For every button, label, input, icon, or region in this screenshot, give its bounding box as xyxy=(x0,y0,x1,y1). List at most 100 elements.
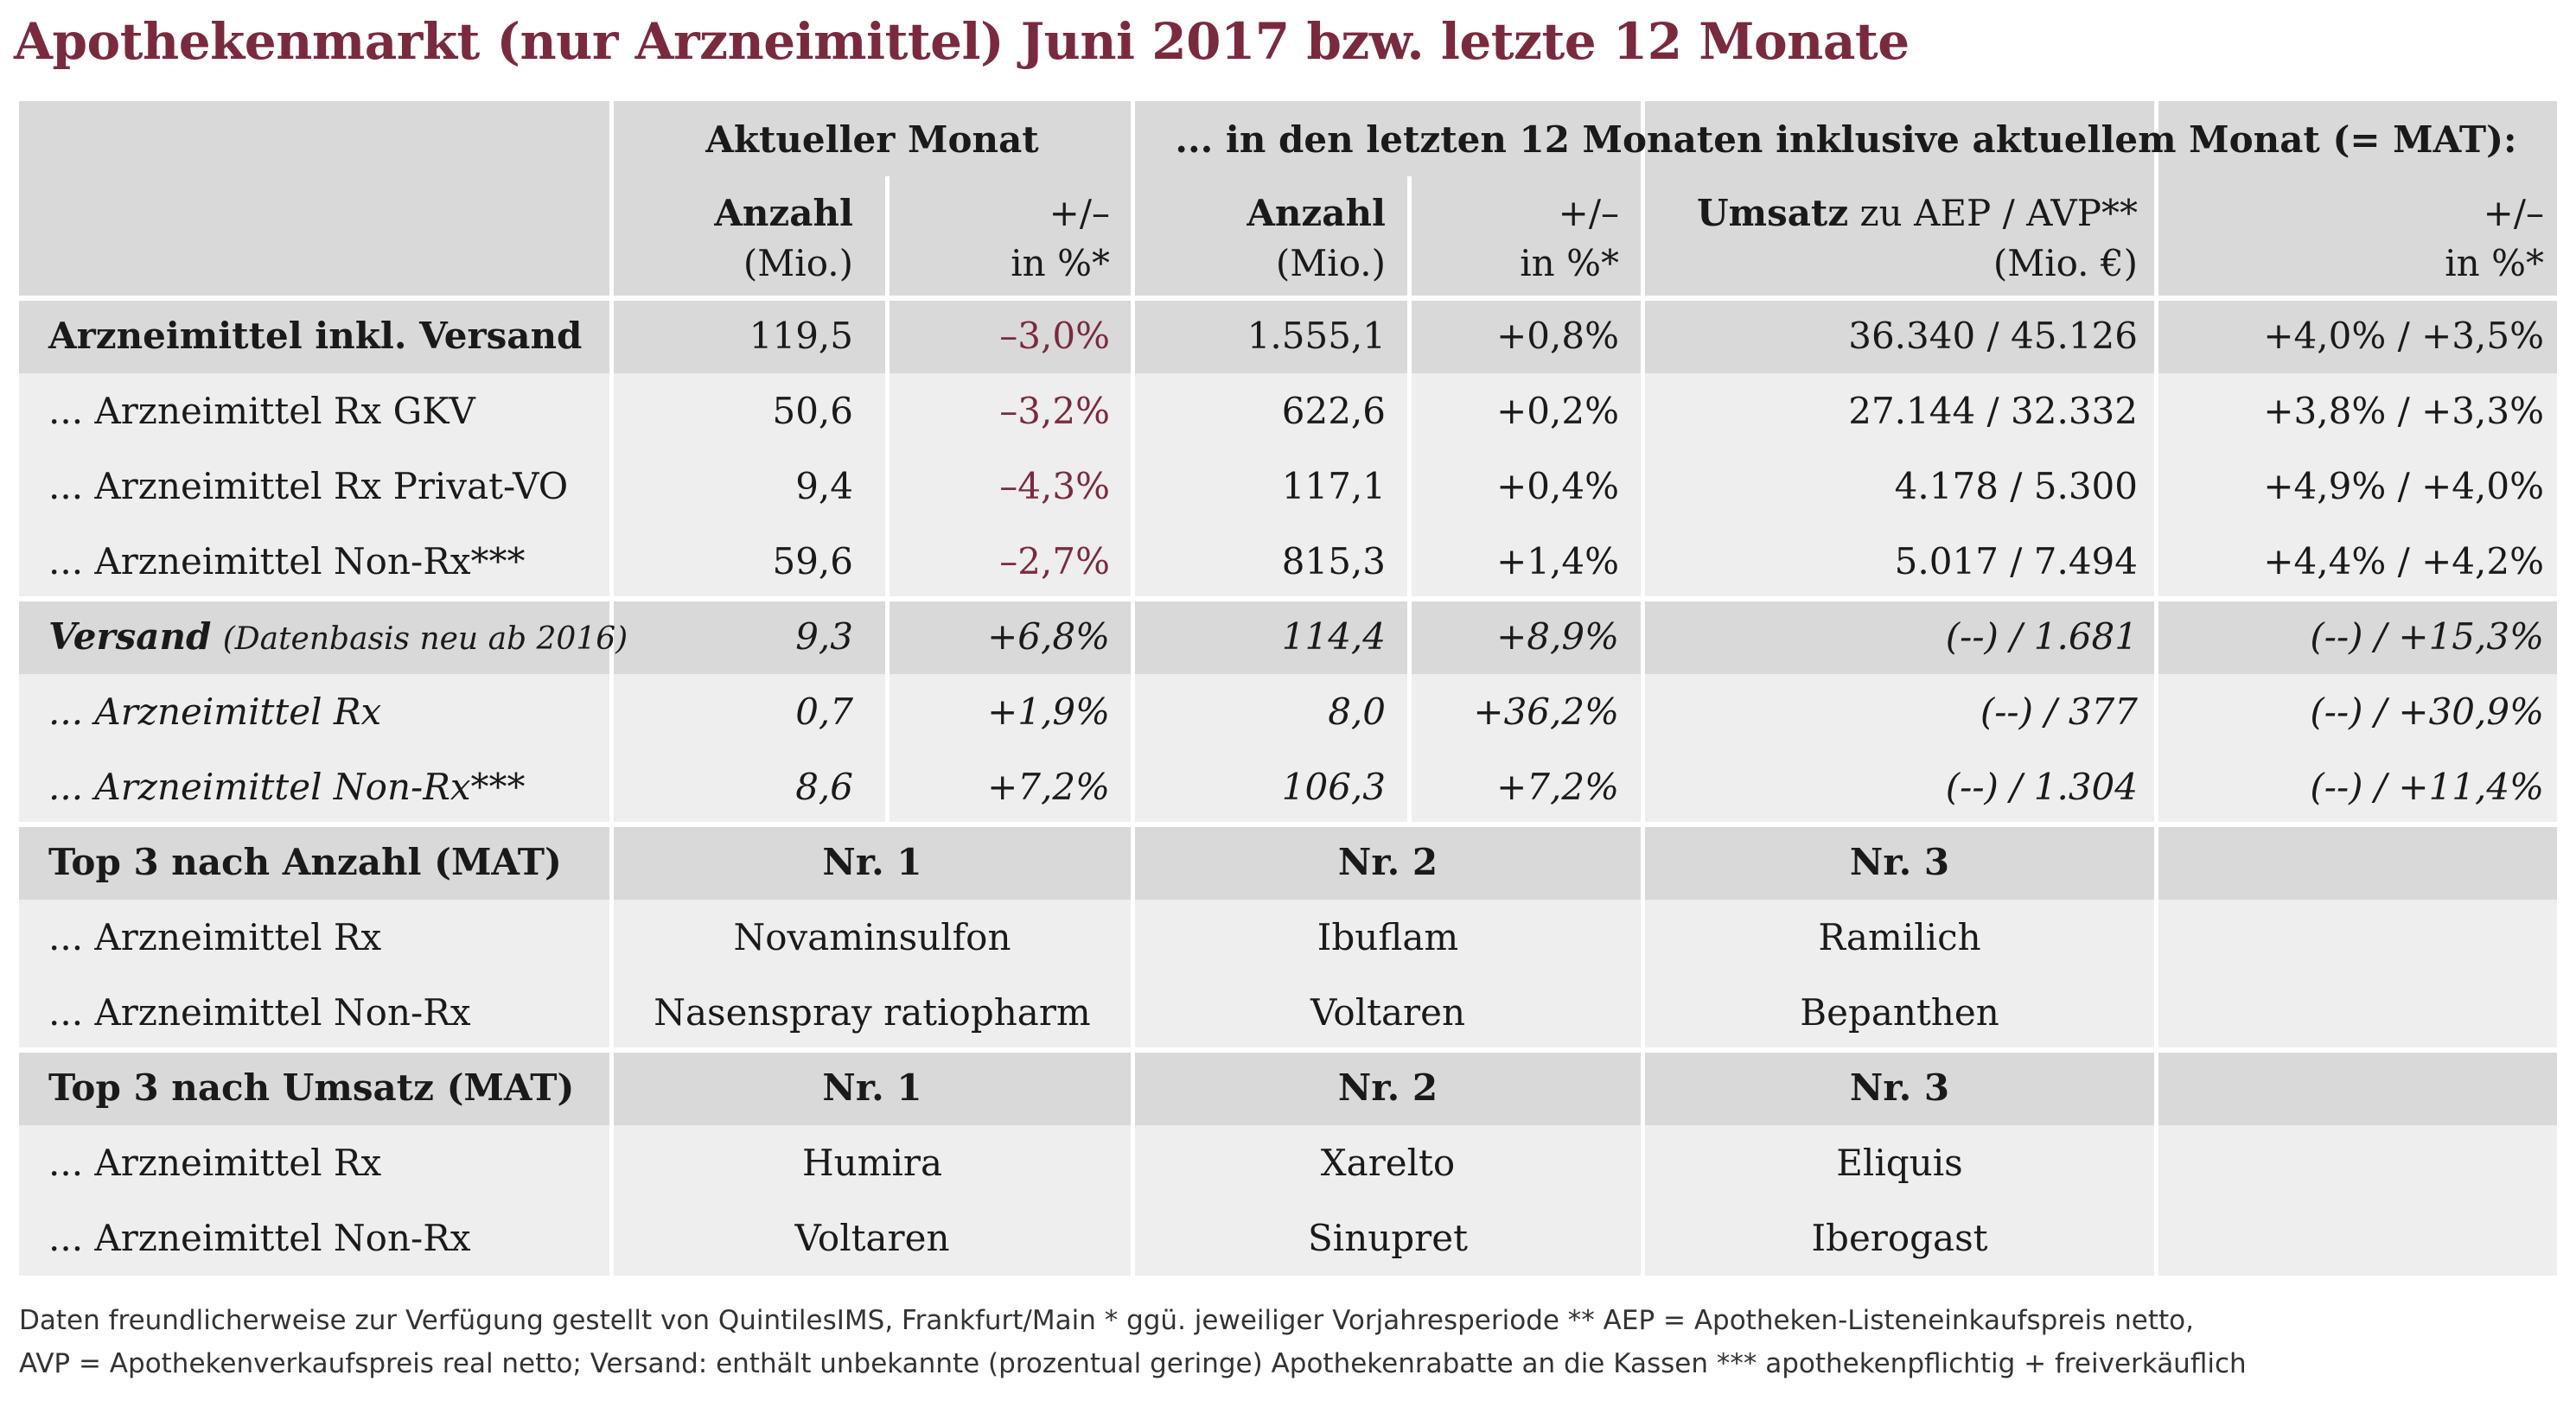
rank-label: Nr. 2 xyxy=(1337,1066,1438,1109)
cell-mat-change: +8,9% xyxy=(1496,615,1619,658)
divider xyxy=(19,822,2557,827)
top-product: Ibuflam xyxy=(1317,916,1459,958)
cell-mat-anzahl: 622,6 xyxy=(1281,390,1386,432)
cell-umsatz-change: +4,0% / +3,5% xyxy=(2263,315,2544,357)
top-product: Humira xyxy=(801,1142,943,1184)
rank-label: Nr. 1 xyxy=(822,841,922,883)
cell-change: –3,2% xyxy=(999,390,1110,432)
footnote: Daten freundlicherweise zur Verfügung ge… xyxy=(19,1305,2194,1336)
cell-mat-change: +7,2% xyxy=(1496,766,1619,808)
col-header-umsatz-change-unit: in %* xyxy=(2445,242,2544,284)
cell-mat-anzahl: 1.555,1 xyxy=(1247,315,1386,357)
cell-change: –2,7% xyxy=(999,540,1110,582)
top-product: Xarelto xyxy=(1320,1142,1456,1184)
divider xyxy=(1641,101,1645,1278)
col-header-anzahl-unit: (Mio.) xyxy=(743,242,853,284)
top-product: Voltaren xyxy=(1310,991,1466,1034)
divider xyxy=(609,101,614,1278)
cell-umsatz: (--) / 377 xyxy=(1980,691,2138,733)
divider xyxy=(1407,176,1412,822)
table-row xyxy=(19,298,2557,373)
rank-label: Nr. 1 xyxy=(822,1066,922,1109)
table-row xyxy=(19,373,2557,449)
row-label: ... Arzneimittel Non-Rx*** xyxy=(48,766,526,808)
cell-umsatz: (--) / 1.304 xyxy=(1945,766,2138,808)
cell-anzahl: 8,6 xyxy=(795,766,853,808)
cell-change: +6,8% xyxy=(987,615,1110,658)
col-header-umsatz: Umsatz zu AEP / AVP** xyxy=(1645,188,2138,239)
row-label-note: (Datenbasis neu ab 2016) xyxy=(222,621,628,657)
page-title: Apothekenmarkt (nur Arzneimittel) Juni 2… xyxy=(14,12,1910,71)
rank-label: Nr. 3 xyxy=(1849,1066,1950,1109)
top-product: Bepanthen xyxy=(1800,991,1999,1034)
cell-change: +7,2% xyxy=(987,766,1110,808)
cell-umsatz-change: (--) / +15,3% xyxy=(2310,615,2544,658)
cell-anzahl: 9,4 xyxy=(795,465,853,507)
cell-umsatz: 27.144 / 32.332 xyxy=(1848,390,2138,432)
cell-mat-anzahl: 815,3 xyxy=(1281,540,1386,582)
cell-anzahl: 50,6 xyxy=(772,390,853,432)
table-row xyxy=(19,749,2557,824)
cell-mat-anzahl: 114,4 xyxy=(1281,615,1386,658)
col-header-change: +/– xyxy=(1049,192,1110,234)
divider xyxy=(19,1047,2557,1053)
divider xyxy=(2154,101,2158,1278)
top-product: Ramilich xyxy=(1818,916,1981,958)
table-row xyxy=(19,1050,2557,1125)
cell-umsatz-change: +4,9% / +4,0% xyxy=(2263,465,2544,507)
cell-mat-change: +0,4% xyxy=(1496,465,1619,507)
row-label: ... Arzneimittel Rx Privat-VO xyxy=(48,465,569,507)
table-row xyxy=(19,1125,2557,1200)
top-anzahl-heading: Top 3 nach Anzahl (MAT) xyxy=(48,841,562,883)
cell-mat-change: +36,2% xyxy=(1473,691,1619,733)
row-label-versand: Versand (Datenbasis neu ab 2016) xyxy=(48,599,628,674)
cell-change: –4,3% xyxy=(999,465,1110,507)
cell-mat-anzahl: 106,3 xyxy=(1281,766,1386,808)
cell-umsatz-change: +4,4% / +4,2% xyxy=(2263,540,2544,582)
row-label: ... Arzneimittel Rx xyxy=(48,1142,382,1184)
cell-umsatz: 36.340 / 45.126 xyxy=(1848,315,2138,357)
cell-anzahl: 9,3 xyxy=(795,615,853,658)
col-header-umsatz-unit: (Mio. €) xyxy=(1993,242,2138,284)
col-header-umsatz-rest: zu AEP / AVP** xyxy=(1848,192,2138,234)
row-label: ... Arzneimittel Non-Rx xyxy=(48,991,471,1034)
cell-umsatz-change: (--) / +30,9% xyxy=(2310,691,2544,733)
row-label: ... Arzneimittel Rx xyxy=(48,916,382,958)
row-label: ... Arzneimittel Rx GKV xyxy=(48,390,475,432)
top-product: Voltaren xyxy=(794,1217,950,1259)
cell-mat-change: +0,2% xyxy=(1496,390,1619,432)
top-product: Iberogast xyxy=(1811,1217,1988,1259)
cell-change: +1,9% xyxy=(987,691,1110,733)
row-label: ... Arzneimittel Non-Rx*** xyxy=(48,540,526,582)
rank-label: Nr. 2 xyxy=(1337,841,1438,883)
divider xyxy=(1131,101,1135,1278)
divider xyxy=(19,296,2557,301)
cell-umsatz: 4.178 / 5.300 xyxy=(1894,465,2138,507)
table-row xyxy=(19,824,2557,900)
col-header-mat-change-unit: in %* xyxy=(1520,242,1619,284)
cell-change: –3,0% xyxy=(999,315,1110,357)
col-header-mat-anzahl-unit: (Mio.) xyxy=(1275,242,1386,284)
col-header-umsatz-change: +/– xyxy=(2483,192,2544,234)
table-row xyxy=(19,599,2557,674)
market-table: Aktueller Monat ... in den letzten 12 Mo… xyxy=(19,101,2557,1278)
cell-umsatz: (--) / 1.681 xyxy=(1945,615,2138,658)
group-header-current-month: Aktueller Monat xyxy=(705,118,1039,161)
cell-mat-anzahl: 8,0 xyxy=(1328,691,1386,733)
row-label: Arzneimittel inkl. Versand xyxy=(48,315,583,357)
table-row xyxy=(19,524,2557,599)
top-product: Novaminsulfon xyxy=(733,916,1011,958)
cell-umsatz-change: +3,8% / +3,3% xyxy=(2263,390,2544,432)
top-product: Eliquis xyxy=(1836,1142,1963,1184)
col-header-mat-anzahl: Anzahl xyxy=(1247,192,1386,234)
rank-label: Nr. 3 xyxy=(1849,841,1950,883)
footnote: AVP = Apothekenverkaufspreis real netto;… xyxy=(19,1348,2247,1379)
row-label: ... Arzneimittel Rx xyxy=(48,691,382,733)
cell-mat-change: +0,8% xyxy=(1496,315,1619,357)
table-row xyxy=(19,900,2557,975)
group-header-mat: ... in den letzten 12 Monaten inklusive … xyxy=(1175,118,2517,161)
table-header xyxy=(19,101,2557,298)
col-header-umsatz-bold: Umsatz xyxy=(1697,192,1849,234)
divider xyxy=(19,596,2557,601)
row-label: Versand xyxy=(48,615,212,658)
